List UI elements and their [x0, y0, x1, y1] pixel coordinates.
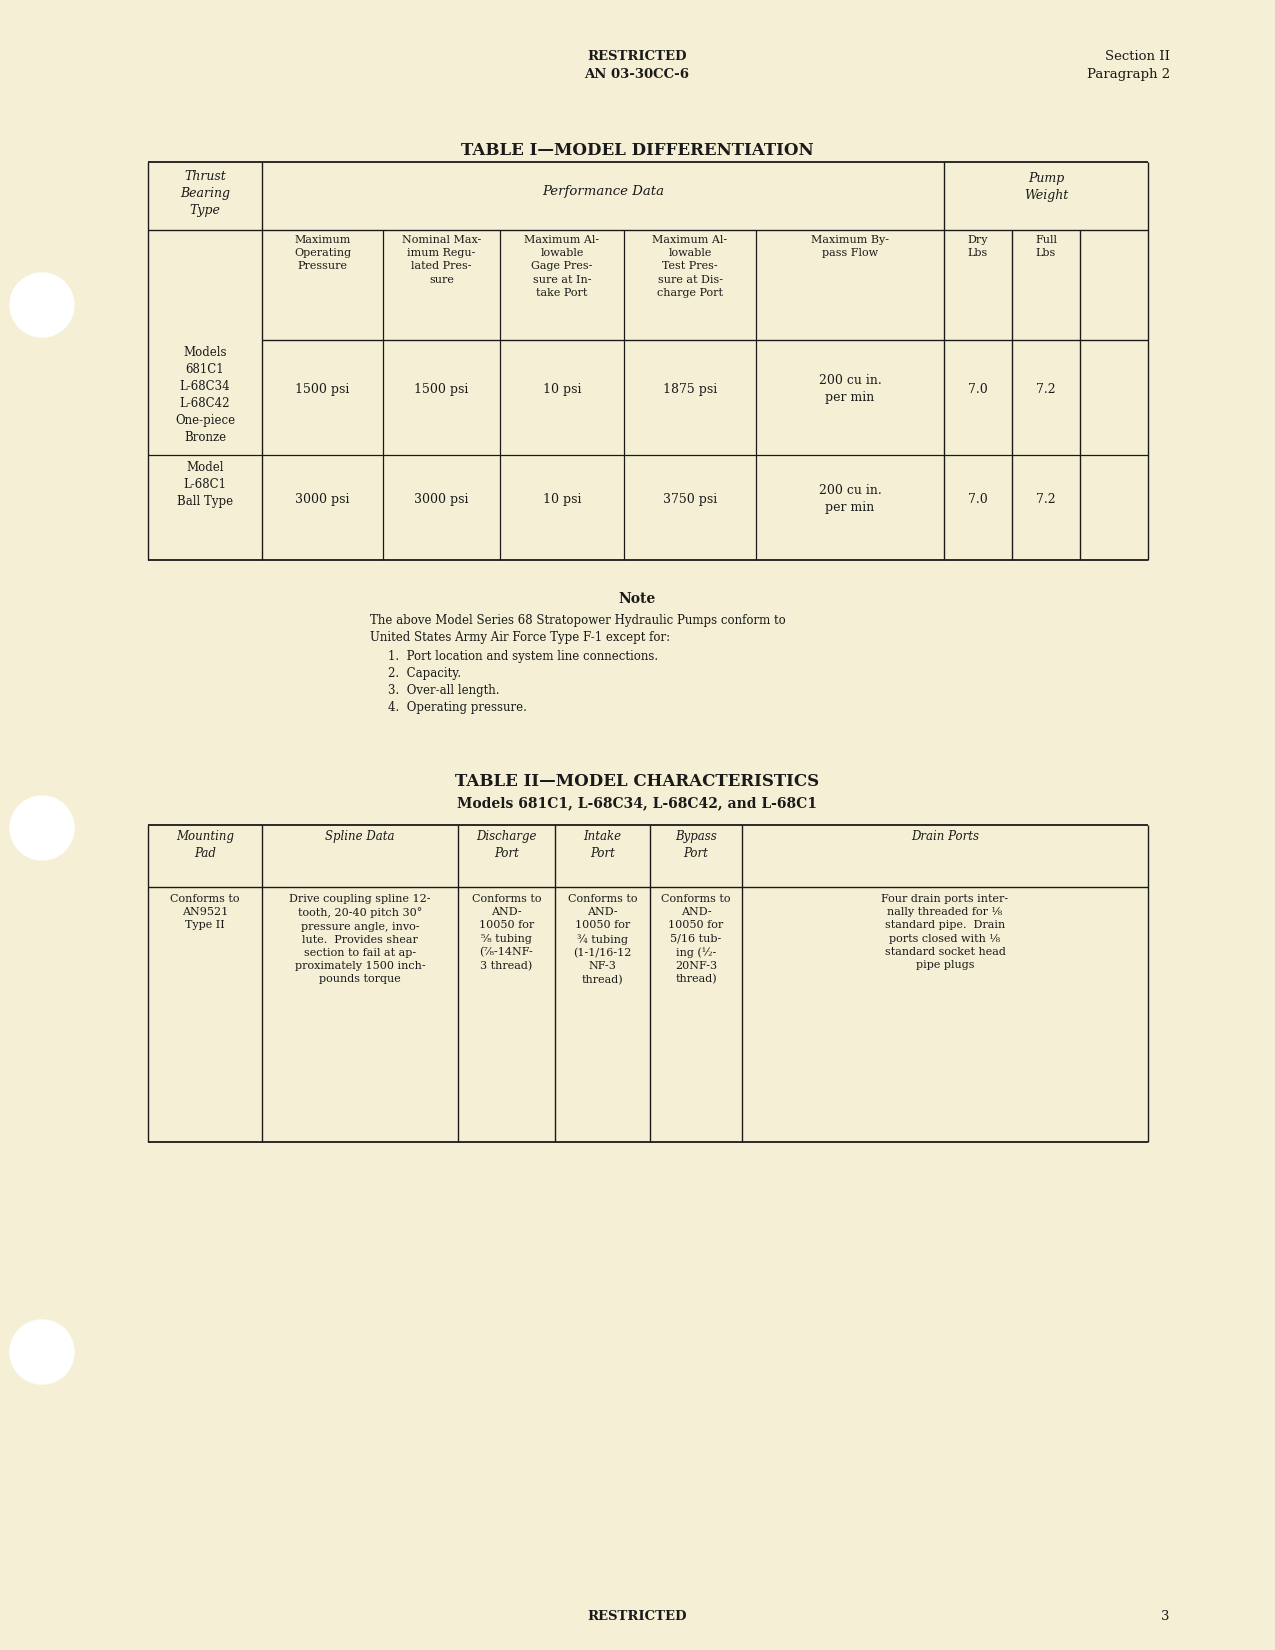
Text: 200 cu in.
per min: 200 cu in. per min	[819, 375, 881, 404]
Text: Pump
Weight: Pump Weight	[1024, 172, 1068, 201]
Text: Conforms to
AN9521
Type II: Conforms to AN9521 Type II	[171, 894, 240, 931]
Text: RESTRICTED: RESTRICTED	[588, 50, 687, 63]
Text: Intake
Port: Intake Port	[584, 830, 622, 860]
Text: 1500 psi: 1500 psi	[296, 383, 349, 396]
Text: 3: 3	[1162, 1610, 1170, 1624]
Text: The above Model Series 68 Stratopower Hydraulic Pumps conform to
United States A: The above Model Series 68 Stratopower Hy…	[370, 614, 785, 644]
Text: Conforms to
AND-
10050 for
⁵⁄₈ tubing
(⁷⁄₈-14NF-
3 thread): Conforms to AND- 10050 for ⁵⁄₈ tubing (⁷…	[472, 894, 542, 970]
Text: 7.0: 7.0	[968, 493, 988, 507]
Text: Maximum Al-
lowable
Gage Pres-
sure at In-
take Port: Maximum Al- lowable Gage Pres- sure at I…	[524, 234, 599, 297]
Text: 1500 psi: 1500 psi	[414, 383, 469, 396]
Text: Maximum
Operating
Pressure: Maximum Operating Pressure	[295, 234, 351, 271]
Text: Note: Note	[618, 592, 655, 606]
Text: Maximum By-
pass Flow: Maximum By- pass Flow	[811, 234, 889, 257]
Text: Paragraph 2: Paragraph 2	[1086, 68, 1170, 81]
Text: Mounting
Pad: Mounting Pad	[176, 830, 235, 860]
Text: Drain Ports: Drain Ports	[912, 830, 979, 843]
Text: 7.0: 7.0	[968, 383, 988, 396]
Text: Maximum Al-
lowable
Test Pres-
sure at Dis-
charge Port: Maximum Al- lowable Test Pres- sure at D…	[653, 234, 728, 297]
Text: Discharge
Port: Discharge Port	[477, 830, 537, 860]
Text: Drive coupling spline 12-
tooth, 20-40 pitch 30°
pressure angle, invo-
lute.  Pr: Drive coupling spline 12- tooth, 20-40 p…	[289, 894, 431, 985]
Text: TABLE I—MODEL DIFFERENTIATION: TABLE I—MODEL DIFFERENTIATION	[460, 142, 813, 158]
Circle shape	[10, 795, 74, 860]
Text: Thrust
Bearing
Type: Thrust Bearing Type	[180, 170, 230, 218]
Text: 3000 psi: 3000 psi	[296, 493, 349, 507]
Text: 2.  Capacity.: 2. Capacity.	[388, 667, 462, 680]
Text: 1875 psi: 1875 psi	[663, 383, 717, 396]
Text: AN 03-30CC-6: AN 03-30CC-6	[584, 68, 690, 81]
Text: 3.  Over-all length.: 3. Over-all length.	[388, 685, 500, 696]
Text: Bypass
Port: Bypass Port	[676, 830, 717, 860]
Text: Dry
Lbs: Dry Lbs	[968, 234, 988, 257]
Text: 3750 psi: 3750 psi	[663, 493, 717, 507]
Text: 10 psi: 10 psi	[543, 493, 581, 507]
Text: TABLE II—MODEL CHARACTERISTICS: TABLE II—MODEL CHARACTERISTICS	[455, 772, 819, 790]
Text: Models 681C1, L-68C34, L-68C42, and L-68C1: Models 681C1, L-68C34, L-68C42, and L-68…	[456, 795, 817, 810]
Text: Performance Data: Performance Data	[542, 185, 664, 198]
Text: Nominal Max-
imum Regu-
lated Pres-
sure: Nominal Max- imum Regu- lated Pres- sure	[402, 234, 481, 284]
Text: Models
681C1
L-68C34
L-68C42
One-piece
Bronze: Models 681C1 L-68C34 L-68C42 One-piece B…	[175, 346, 235, 444]
Circle shape	[10, 272, 74, 337]
Text: Spline Data: Spline Data	[325, 830, 395, 843]
Text: 7.2: 7.2	[1037, 383, 1056, 396]
Text: Conforms to
AND-
10050 for
5/16 tub-
ing (½-
20NF-3
thread): Conforms to AND- 10050 for 5/16 tub- ing…	[662, 894, 731, 985]
Text: 3000 psi: 3000 psi	[414, 493, 469, 507]
Text: Conforms to
AND-
10050 for
¾ tubing
(1-1/16-12
NF-3
thread): Conforms to AND- 10050 for ¾ tubing (1-1…	[567, 894, 638, 985]
Text: 1.  Port location and system line connections.: 1. Port location and system line connect…	[388, 650, 658, 663]
Text: Section II: Section II	[1105, 50, 1170, 63]
Text: 10 psi: 10 psi	[543, 383, 581, 396]
Text: Full
Lbs: Full Lbs	[1035, 234, 1057, 257]
Text: 4.  Operating pressure.: 4. Operating pressure.	[388, 701, 527, 714]
Text: RESTRICTED: RESTRICTED	[588, 1610, 687, 1624]
Text: 200 cu in.
per min: 200 cu in. per min	[819, 485, 881, 515]
Circle shape	[10, 1320, 74, 1384]
Text: Model
L-68C1
Ball Type: Model L-68C1 Ball Type	[177, 460, 233, 508]
Text: 7.2: 7.2	[1037, 493, 1056, 507]
Text: Four drain ports inter-
nally threaded for ⅛
standard pipe.  Drain
ports closed : Four drain ports inter- nally threaded f…	[881, 894, 1009, 970]
